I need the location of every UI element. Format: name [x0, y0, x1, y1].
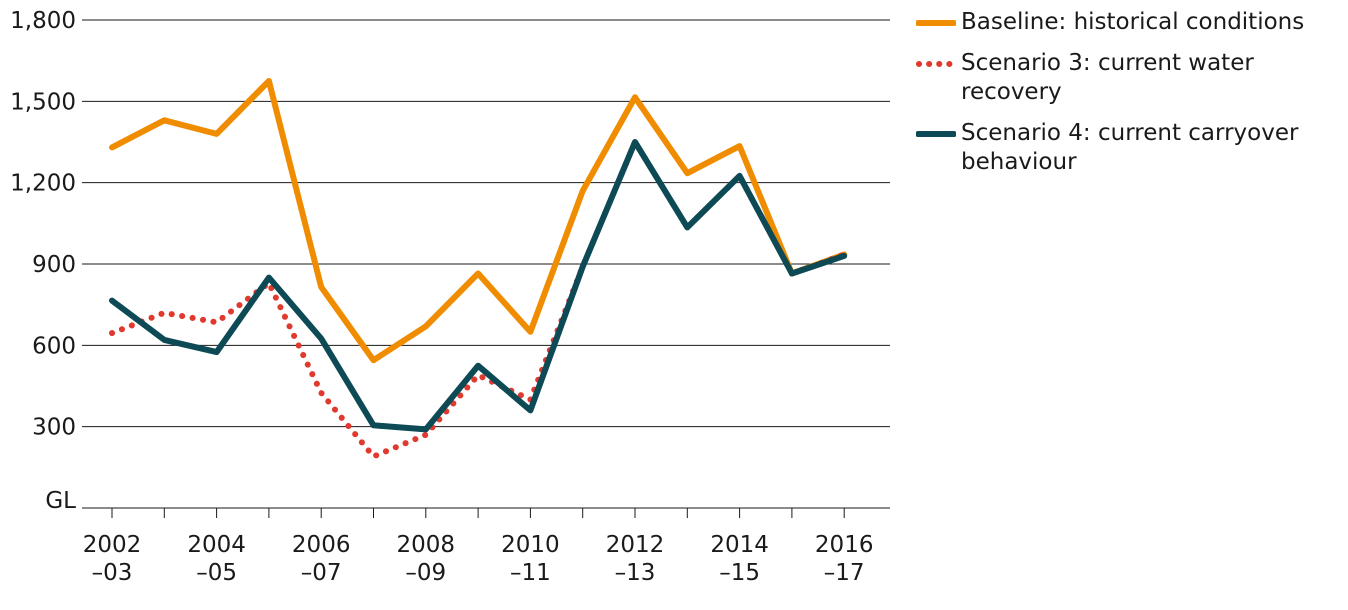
x-tick-label: 2006 — [292, 532, 351, 558]
legend-label-baseline: Baseline: historical conditions — [961, 9, 1305, 35]
series-line-baseline — [109, 78, 848, 364]
x-tick-label-suffix: –03 — [92, 560, 133, 586]
x-tick-label-suffix: –15 — [719, 560, 760, 586]
x-tick-label: 2012 — [606, 532, 665, 558]
legend-swatch-scenario-4 — [916, 131, 956, 137]
y-tick-label: 300 — [32, 415, 76, 441]
series-line-scenario-4 — [109, 139, 848, 433]
series-line-scenario-3 — [109, 139, 848, 460]
x-tick-label-suffix: –05 — [196, 560, 237, 586]
legend: Baseline: historical conditions Scenario… — [916, 8, 1336, 189]
legend-swatch-baseline — [916, 20, 956, 26]
legend-swatch-scenario-3 — [916, 61, 956, 67]
x-tick-label: 2004 — [187, 532, 246, 558]
legend-label-scenario-4: Scenario 4: current carryover behaviour — [961, 120, 1299, 175]
gridlines — [82, 19, 890, 428]
x-tick-label: 2008 — [397, 532, 456, 558]
x-tick-label-suffix: –07 — [301, 560, 342, 586]
x-tick-label-suffix: –13 — [615, 560, 656, 586]
y-tick-label: 1,200 — [10, 171, 76, 197]
axes — [82, 507, 890, 518]
x-tick-label-suffix: –17 — [824, 560, 865, 586]
series-lines — [109, 78, 848, 460]
x-tick-label: 2002 — [83, 532, 142, 558]
x-tick-label: 2014 — [710, 532, 769, 558]
y-tick-label: 1,500 — [10, 89, 76, 115]
y-axis-unit-label: GL — [45, 488, 76, 514]
x-tick-label: 2010 — [501, 532, 560, 558]
y-tick-label: 1,800 — [10, 8, 76, 34]
legend-item-baseline: Baseline: historical conditions — [916, 8, 1336, 37]
tick-labels: 300 600 900 1,200 1,500 1,800 GL 2002–03 2004–05… — [10, 8, 873, 586]
legend-item-scenario-4: Scenario 4: current carryover behaviour — [916, 119, 1336, 177]
y-tick-label: 900 — [32, 252, 76, 278]
y-tick-label: 600 — [32, 333, 76, 359]
x-tick-label-suffix: –11 — [510, 560, 551, 586]
legend-label-scenario-3: Scenario 3: current water recovery — [961, 50, 1254, 105]
x-tick-label: 2016 — [815, 532, 874, 558]
legend-item-scenario-3: Scenario 3: current water recovery — [916, 49, 1336, 107]
x-tick-label-suffix: –09 — [405, 560, 446, 586]
